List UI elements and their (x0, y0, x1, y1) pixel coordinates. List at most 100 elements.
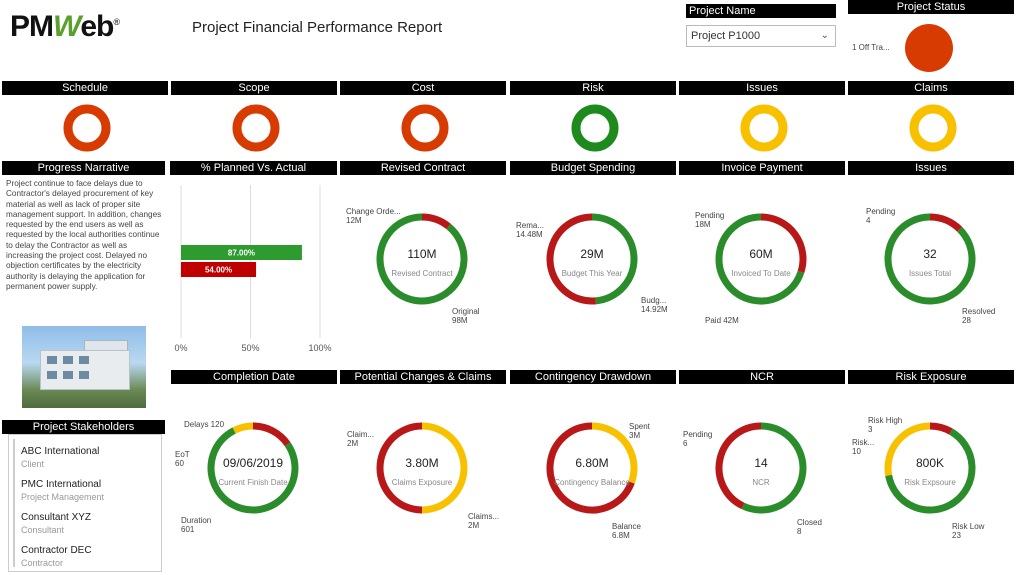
donuts_row2-label-2-0: Spent 3M (629, 422, 650, 440)
donuts_row2-label-text-4-1: Risk... (852, 438, 875, 447)
stakeholder-name: Contractor DEC (21, 545, 92, 556)
donuts_row2-label-val-3-0: 6 (683, 439, 688, 448)
stakeholder-role: Client (21, 459, 45, 469)
project-name-value: Project P1000 (691, 30, 761, 42)
donuts_row1-segment-1-0 (591, 213, 638, 305)
donuts_row1-sub-3: Issues Total (908, 269, 952, 278)
pa-tick-0: 0% (174, 343, 187, 353)
planned-actual-header: % Planned Vs. Actual (170, 161, 337, 175)
project-name-select[interactable]: Project P1000 ⌄ (686, 25, 836, 47)
donuts_row1-donut-3 (884, 213, 976, 305)
pa-tick-2: 100% (308, 343, 331, 353)
donuts_row2-label-text-1-1: Claims... (468, 512, 500, 521)
donuts_row2-header-2: Contingency Drawdown (510, 370, 676, 384)
logo-w: W (53, 10, 81, 43)
donuts_row2-segment-3-0 (741, 422, 807, 514)
donuts_row2-label-text-0-1: EoT (175, 450, 190, 459)
stakeholders-header: Project Stakeholders (2, 420, 165, 434)
status-ring-arc-4 (740, 104, 788, 152)
donuts_row2-donut-1 (376, 422, 468, 514)
donuts_row1-label-val-1-0: 14.48M (516, 230, 543, 239)
donuts_row1-label-text-3-0: Pending (866, 207, 896, 216)
donuts_row2-label-1-1: Claims... 2M (468, 512, 499, 530)
stakeholders-scrollbar[interactable] (13, 439, 15, 567)
donuts_row2-label-val-0-2: 601 (181, 525, 195, 534)
donuts_row2-segment-0-2 (232, 422, 254, 434)
status-ring-5 (909, 104, 957, 152)
donuts_row2-center-1: 3.80M Claims Exposure (372, 456, 472, 487)
pmweb-logo: PMWeb® (10, 10, 120, 44)
donuts_row1-label-text-1-0: Rema... (516, 221, 545, 230)
narrative-text: Project continue to face delays due to C… (6, 179, 162, 291)
donuts_row2-label-3-1: Closed 8 (797, 518, 822, 536)
donuts_row2-segment-1-1 (376, 422, 423, 514)
stakeholder-name: ABC International (21, 446, 100, 457)
status-card-header-2: Cost (340, 81, 506, 95)
status-ring-arc-1 (232, 104, 280, 152)
planned-actual-chart: 0% 50% 100% 87.00% 54.00% (174, 185, 332, 353)
donuts_row2-segment-4-2 (884, 422, 931, 476)
logo-pm: PM (10, 10, 54, 43)
donuts_row2-label-text-0-0: Delays 120 (184, 420, 225, 429)
donuts_row2-header-0: Completion Date (171, 370, 337, 384)
donuts_row2-sub-2: Contingency Balance (554, 478, 630, 487)
donuts_row1-segment-1-1 (546, 213, 596, 305)
donuts_row1-sub-0: Revised Contract (391, 269, 453, 278)
status-ring-arc-0 (63, 104, 111, 152)
donuts_row2-label-val-0-1: 60 (175, 459, 184, 468)
donuts_row2-donut-0 (207, 422, 299, 514)
donuts_row2-label-text-4-2: Risk Low (952, 522, 985, 531)
donuts_row2-label-val-1-1: 2M (468, 521, 480, 530)
donuts_row2-label-4-0: Risk High 3 (868, 416, 902, 434)
donuts_row2-header-1: Potential Changes & Claims (340, 370, 506, 384)
donuts_row1-donut-2 (715, 213, 807, 305)
pa-bar-label-1: 54.00% (205, 266, 232, 275)
donuts_row2-label-val-1-0: 2M (347, 439, 359, 448)
stakeholder-role: Consultant (21, 525, 65, 535)
donuts_row2-center-0: 09/06/2019 Current Finish Date (203, 456, 303, 487)
donuts_row1-label-3-0: Pending 4 (866, 207, 895, 225)
status-ring-3 (571, 104, 619, 152)
donuts_row1-donut-0 (376, 213, 468, 305)
donuts_row1-sub-2: Invoiced To Date (731, 269, 791, 278)
donuts_row2-value-0: 09/06/2019 (222, 456, 284, 470)
donuts_row1-center-1: 29M Budget This Year (542, 247, 642, 278)
donuts_row2-segment-2-0 (591, 422, 638, 484)
donuts_row1-value-1: 29M (580, 247, 604, 261)
donuts_row1-label-val-0-1: 98M (452, 316, 468, 325)
donuts_row2-header-3: NCR (679, 370, 845, 384)
pa-tick-1: 50% (241, 343, 259, 353)
donuts_row1-center-2: 60M Invoiced To Date (711, 247, 811, 278)
donuts_row2-label-text-3-1: Closed (797, 518, 822, 527)
donuts_row2-segment-3-1 (715, 422, 762, 510)
donuts_row2-label-text-0-2: Duration (181, 516, 212, 525)
donuts_row1-segment-3-0 (929, 213, 963, 232)
donuts_row1-header-0: Revised Contract (340, 161, 506, 175)
donuts_row1-label-text-3-1: Resolved (962, 307, 996, 316)
donuts_row1-sub-1: Budget This Year (561, 269, 623, 278)
logo-eb: eb (80, 10, 114, 43)
narrative-header: Progress Narrative (2, 161, 165, 175)
status-card-header-4: Issues (679, 81, 845, 95)
donuts_row2-value-3: 14 (754, 456, 768, 470)
logo-reg: ® (113, 17, 120, 27)
donuts_row2-center-3: 14 NCR (711, 456, 811, 487)
project-status-header: Project Status (848, 0, 1014, 14)
donuts_row1-header-3: Issues (848, 161, 1014, 175)
project-name-header: Project Name (686, 4, 836, 18)
donuts_row2-label-val-4-1: 10 (852, 447, 861, 456)
donuts_row1-label-val-0-0: 12M (346, 216, 362, 225)
donuts_row1-label-2-1: Paid 42M (705, 316, 739, 325)
donuts_row1-label-val-3-0: 4 (866, 216, 871, 225)
donuts_row1-label-text-0-1: Original (452, 307, 480, 316)
donuts_row1-label-val-2-0: 18M (695, 220, 711, 229)
donuts_row2-donut-4 (884, 422, 976, 514)
donuts_row1-label-text-0-0: Change Orde... (346, 207, 401, 216)
donuts_row1-value-0: 110M (407, 247, 437, 261)
donuts_row1-label-val-3-1: 28 (962, 316, 971, 325)
donuts_row2-sub-3: NCR (752, 478, 770, 487)
donuts_row2-center-2: 6.80M Contingency Balance (542, 456, 642, 487)
donuts_row2-label-val-3-1: 8 (797, 527, 802, 536)
chevron-down-icon: ⌄ (820, 30, 829, 41)
donuts_row1-value-3: 32 (923, 247, 937, 261)
